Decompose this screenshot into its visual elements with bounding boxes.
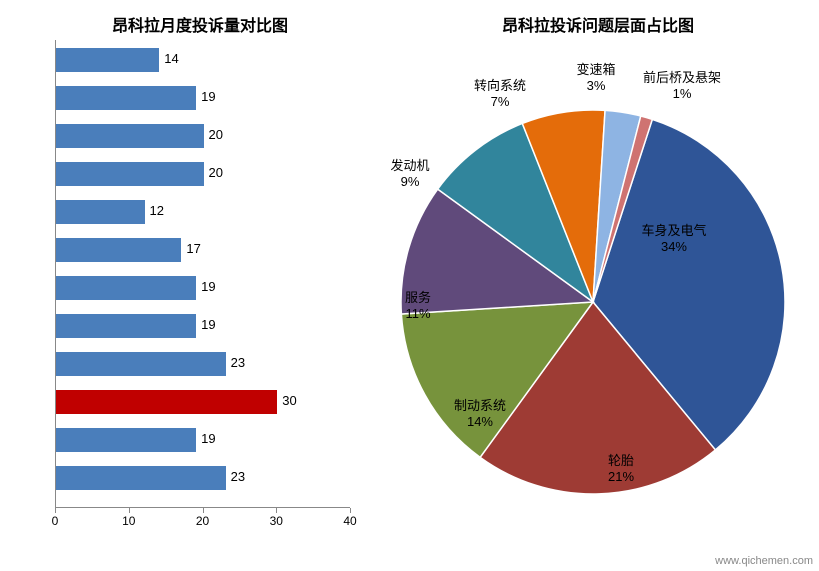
x-tick-label: 30	[270, 514, 283, 528]
pie-slice-label: 轮胎21%	[608, 453, 634, 486]
bar-value-label: 19	[201, 89, 215, 104]
bar-value-label: 19	[201, 317, 215, 332]
x-tick-mark	[129, 508, 130, 513]
bar-rect	[56, 428, 196, 452]
pie-slice-label: 变速箱3%	[576, 62, 615, 95]
pie-slice-label: 制动系统14%	[454, 398, 506, 431]
x-tick-mark	[350, 508, 351, 513]
pie-chart-title: 昂科拉投诉问题层面占比图	[398, 12, 798, 36]
bar-value-label: 14	[164, 51, 178, 66]
x-tick-mark	[55, 508, 56, 513]
bar-rect	[56, 200, 145, 224]
bar-rect	[56, 466, 226, 490]
bar-rect	[56, 162, 204, 186]
bar-rect	[56, 314, 196, 338]
pie-chart	[368, 42, 818, 562]
bar-value-label: 19	[201, 279, 215, 294]
bar-value-label: 20	[209, 165, 223, 180]
pie-slice-label: 服务11%	[405, 290, 431, 323]
bar-value-label: 19	[201, 431, 215, 446]
pie-slice-label: 转向系统7%	[474, 78, 526, 111]
bar-rect	[56, 124, 204, 148]
bar-rect	[56, 86, 196, 110]
x-tick-label: 0	[52, 514, 59, 528]
bar-rect	[56, 276, 196, 300]
bar-rect	[56, 48, 159, 72]
bar-value-label: 17	[186, 241, 200, 256]
bar-rect	[56, 352, 226, 376]
bar-value-label: 23	[231, 469, 245, 484]
bar-chart: 12月1411月1910月209月208月127月176月195月194月233…	[55, 40, 350, 520]
bar-value-label: 20	[209, 127, 223, 142]
pie-slice-label: 车身及电气34%	[641, 223, 706, 256]
x-tick-mark	[276, 508, 277, 513]
x-tick-label: 10	[122, 514, 135, 528]
bar-value-label: 12	[150, 203, 164, 218]
pie-slice-label: 前后桥及悬架1%	[643, 70, 721, 103]
pie-slice-label: 发动机9%	[390, 158, 429, 191]
watermark: www.qichemen.com	[715, 555, 813, 567]
bar-value-label: 23	[231, 355, 245, 370]
chart-container: 昂科拉月度投诉量对比图 昂科拉投诉问题层面占比图 12月1411月1910月20…	[0, 0, 819, 571]
bar-rect	[56, 390, 277, 414]
bar-rect	[56, 238, 181, 262]
bar-value-label: 30	[282, 393, 296, 408]
x-tick-mark	[203, 508, 204, 513]
x-tick-label: 20	[196, 514, 209, 528]
bar-chart-title: 昂科拉月度投诉量对比图	[55, 12, 345, 36]
x-tick-label: 40	[343, 514, 356, 528]
